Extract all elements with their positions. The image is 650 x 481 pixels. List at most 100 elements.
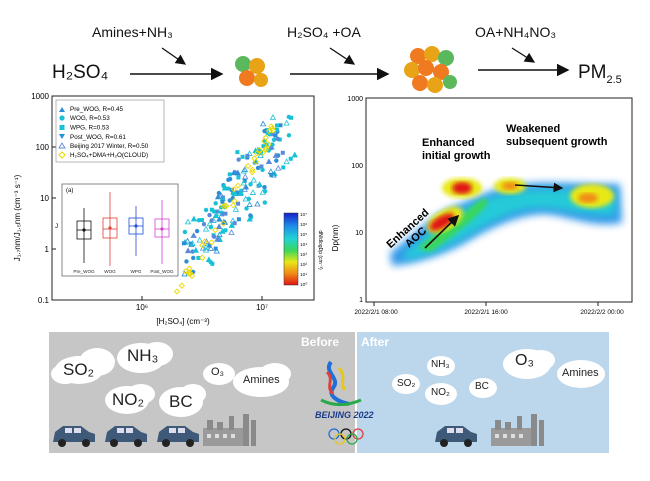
scatter-point (274, 127, 279, 132)
scatter-point (270, 171, 277, 178)
cloud-so2-right (392, 374, 420, 394)
scatter-point-cloud (173, 288, 181, 295)
scatter-point-cloud (208, 239, 215, 246)
scatter-point (203, 238, 210, 244)
scatter-point (216, 231, 223, 238)
scatter-point (272, 152, 280, 158)
scatter-point (202, 225, 210, 232)
scatter-point (249, 189, 257, 195)
scatter-point (223, 211, 228, 216)
scatter-point (237, 189, 244, 196)
scatter-point (209, 207, 214, 212)
scatter-point-cloud (256, 146, 263, 154)
colorbar-tick-4: 10³ (300, 252, 307, 258)
scatter-point (248, 213, 253, 218)
size-y-ticks: 1000 100 10 1 (347, 96, 363, 304)
step3-label: OA+NH₄NO₃ (475, 24, 557, 40)
scatter-legend: Pre_WOG, R=0.45 WOG, R=0.53 WPG, R=0.53 … (55, 99, 165, 163)
scatter-point-cloud (234, 182, 242, 189)
legend-item-pre-wog: Pre_WOG, R=0.45 (59, 106, 124, 113)
inset-cat-wog: WOG (104, 269, 116, 274)
size-distribution-map (390, 178, 622, 266)
legend-item-beijing-2017: Beijing 2017 Winter, R=0.50 (58, 142, 149, 150)
scatter-point (278, 123, 283, 128)
scatter-point (215, 223, 223, 230)
svg-text:Pre_WOG, R=0.45: Pre_WOG, R=0.45 (70, 106, 124, 113)
colorbar-label: dN/dlogDp (cm⁻³) (317, 230, 323, 270)
scatter-point (236, 201, 241, 206)
scatter-point (227, 176, 233, 182)
scatter-x-label: [H₂SO₄] (cm⁻³) (156, 317, 210, 326)
scatter-point (214, 235, 221, 242)
gas-amines-right: Amines (562, 367, 599, 379)
scatter-y-label: J₁.₇nm/J₁.₅nm (cm⁻³ s⁻¹) (13, 174, 22, 261)
scatter-point (215, 209, 220, 214)
scatter-point (262, 189, 268, 194)
inset-box-pre-wog (76, 208, 92, 263)
scatter-point (248, 182, 253, 187)
scatter-point (227, 198, 232, 203)
scatter-point-cloud (186, 270, 193, 278)
scatter-point-cloud (221, 202, 229, 209)
scatter-point (246, 201, 253, 207)
svg-text:WOG, R=0.53: WOG, R=0.53 (70, 115, 110, 122)
colorbar-tick-7: 10⁰ (300, 282, 307, 288)
scatter-point-cloud (230, 202, 237, 209)
scatter-point (196, 255, 201, 260)
scatter-point-cloud (178, 282, 185, 289)
scatter-point (213, 246, 218, 251)
scatter-point (241, 166, 249, 173)
annotation-enhanced-initial: Enhanced initial growth (422, 137, 491, 162)
scatter-point (218, 205, 224, 210)
large-particle-cluster (404, 46, 457, 93)
scatter-point (262, 184, 267, 190)
scatter-point (273, 133, 278, 138)
scatter-point (262, 139, 267, 144)
size-ytick-1000: 1000 (347, 96, 363, 103)
gas-amines-left: Amines (243, 374, 280, 386)
cloud-amines-right (557, 360, 605, 388)
scatter-point (228, 229, 235, 235)
gas-so2-right: SO₂ (397, 378, 416, 389)
scatter-point (275, 164, 282, 171)
scatter-point (202, 246, 210, 253)
size-ytick-10: 10 (355, 230, 363, 237)
inset-boxplot: (a) J Pre_WOG WOG WPG Post_WOG (55, 183, 179, 277)
colorbar-tick-3: 10⁴ (300, 242, 307, 248)
scatter-point (269, 114, 277, 120)
scatter-xtick-1e7: 10⁷ (256, 303, 268, 312)
divider-line (355, 332, 357, 453)
scatter-ytick-0.1: 0.1 (38, 296, 50, 305)
legend-item-cloud: H₂SO₄+DMA+H₂O(CLOUD) (58, 151, 148, 159)
scatter-point (246, 196, 252, 202)
scatter-point-cloud (268, 123, 275, 130)
scatter-point (207, 243, 212, 248)
scatter-point (275, 136, 280, 142)
scatter-point (236, 157, 241, 162)
colorbar-tick-0: 10⁷ (300, 212, 307, 218)
scatter-point (184, 237, 191, 244)
scatter-point-cloud (220, 203, 227, 210)
cloud-nh3-right (427, 356, 455, 376)
scene-graphics (51, 342, 605, 447)
scatter-point (250, 176, 257, 183)
inset-box-post-wog (154, 200, 170, 264)
scatter-point (219, 227, 226, 234)
scatter-point-cloud (231, 197, 238, 205)
svg-text:Beijing 2017 Winter, R=0.50: Beijing 2017 Winter, R=0.50 (70, 143, 149, 150)
scatter-point-cloud (244, 162, 252, 170)
cloud-so2 (51, 348, 115, 384)
scatter-point-cloud (199, 254, 206, 261)
scatter-point-cloud (249, 168, 256, 176)
scatter-point (264, 128, 269, 133)
inset-tag: (a) (66, 188, 73, 194)
scatter-point (262, 200, 268, 205)
product-pm: PM (578, 62, 607, 83)
scatter-point (256, 181, 263, 187)
scatter-point-cloud (265, 141, 272, 148)
after-label: After (361, 335, 390, 349)
scatter-point (230, 191, 235, 196)
scatter-point (210, 261, 215, 266)
scatter-point (196, 236, 203, 243)
scatter-point (235, 150, 240, 155)
